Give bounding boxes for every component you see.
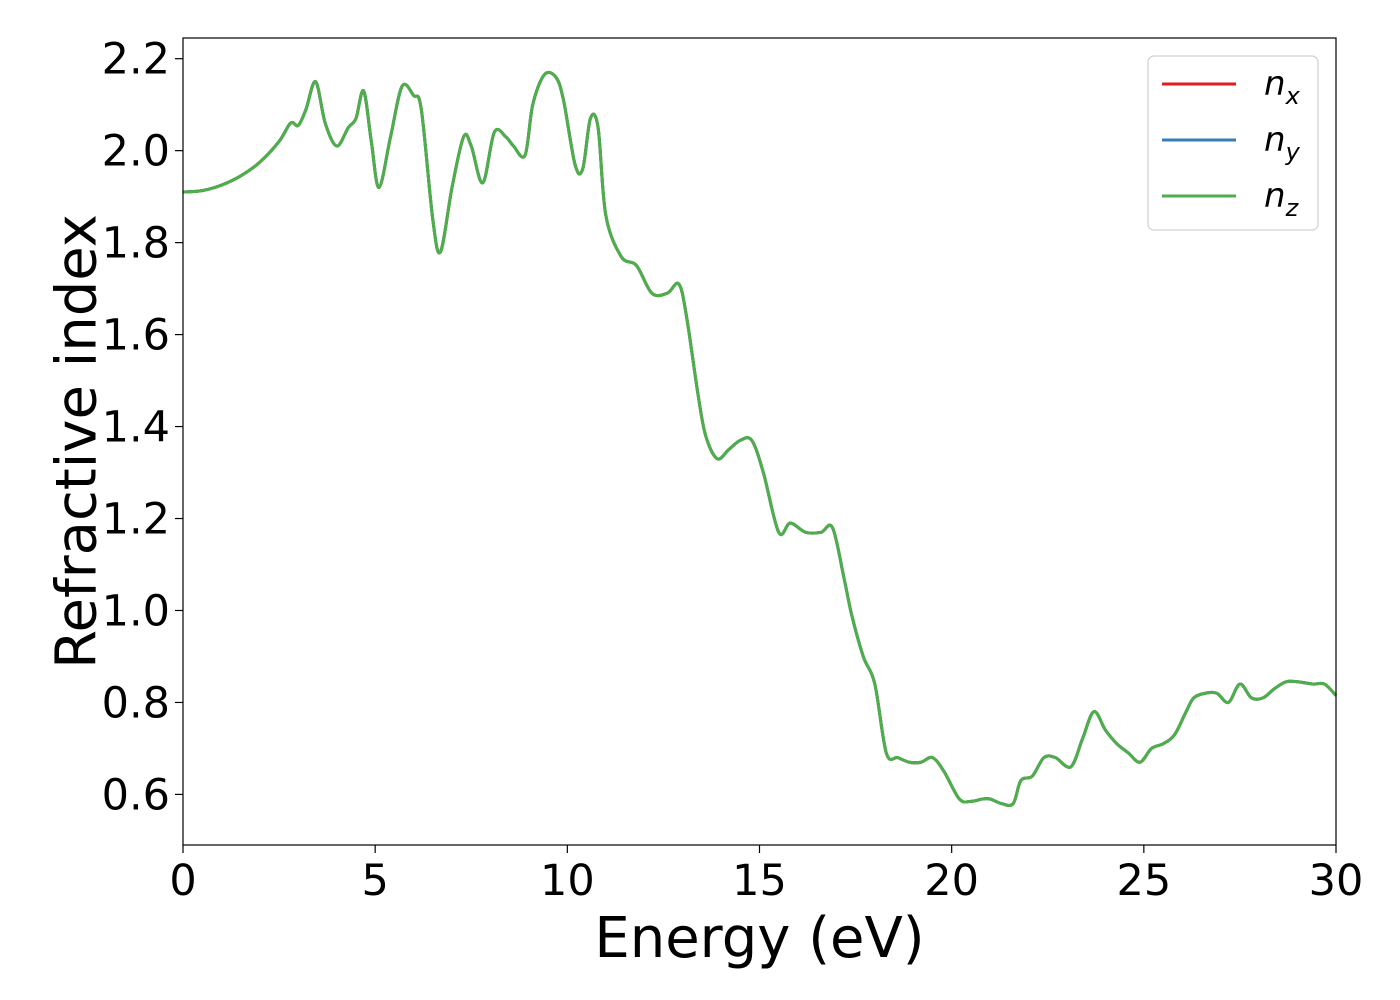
y-axis-ticks: 0.6 0.8 1.0 1.2 1.4 1.6 1.8 2.0 2.2 [102, 35, 183, 820]
x-tick-label: 10 [540, 856, 595, 906]
x-axis-ticks: 0 5 10 15 20 25 30 [169, 845, 1363, 906]
x-tick-label: 15 [732, 856, 787, 906]
legend-label-ny: ny [1264, 120, 1301, 166]
y-tick-label: 1.8 [102, 219, 170, 269]
legend: nx ny nz [1147, 55, 1319, 231]
x-tick-label: 20 [924, 856, 979, 906]
x-tick-label: 0 [169, 856, 196, 906]
x-axis-label: Energy (eV) [594, 906, 924, 971]
series-line-n_z [182, 70, 1338, 807]
legend-box [1147, 55, 1319, 231]
y-tick-label: 2.0 [102, 127, 170, 177]
y-axis-label: Refractive index [45, 214, 110, 669]
y-tick-label: 1.2 [102, 495, 170, 545]
legend-label-nx: nx [1264, 64, 1301, 110]
series-layer [182, 70, 1338, 807]
y-tick-label: 2.2 [102, 35, 170, 85]
y-tick-label: 0.8 [102, 678, 170, 728]
y-tick-label: 1.6 [102, 311, 170, 361]
legend-label-nz: nz [1264, 176, 1300, 222]
y-tick-label: 0.6 [102, 770, 170, 820]
x-tick-label: 25 [1116, 856, 1171, 906]
x-tick-label: 30 [1309, 856, 1364, 906]
y-tick-label: 1.4 [102, 403, 170, 453]
y-tick-label: 1.0 [102, 586, 170, 636]
x-tick-label: 5 [361, 856, 388, 906]
